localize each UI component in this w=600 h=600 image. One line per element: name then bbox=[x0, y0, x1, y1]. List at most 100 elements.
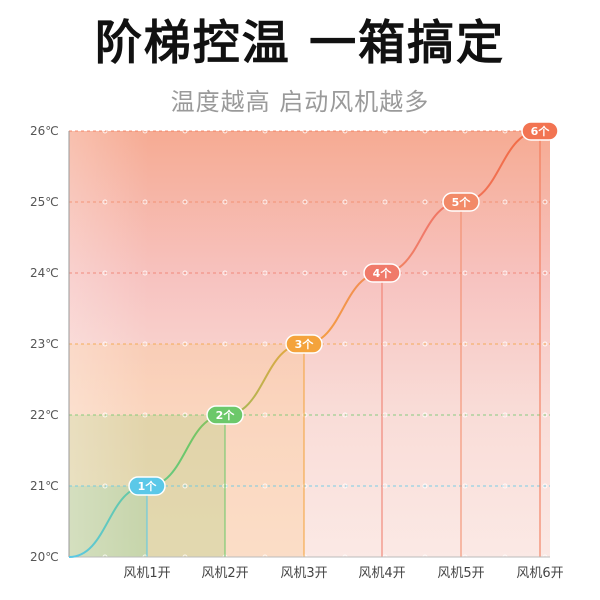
badge-pill bbox=[206, 405, 244, 425]
grid-marker bbox=[542, 270, 548, 276]
y-tick-label: 24℃ bbox=[30, 266, 59, 280]
badge-pill bbox=[442, 192, 480, 212]
page-subtitle: 温度越高 启动风机越多 bbox=[170, 88, 430, 116]
grid-marker bbox=[382, 483, 388, 489]
grid-marker bbox=[542, 341, 548, 347]
grid-marker bbox=[462, 341, 468, 347]
grid-marker bbox=[182, 483, 188, 489]
grid-marker bbox=[382, 412, 388, 418]
grid-marker bbox=[422, 199, 428, 205]
grid-marker bbox=[542, 412, 548, 418]
grid-marker bbox=[262, 412, 268, 418]
badge-label: 6个 bbox=[531, 124, 551, 138]
grid-marker bbox=[262, 341, 268, 347]
badge-pill bbox=[128, 476, 166, 496]
grid-marker bbox=[102, 199, 108, 205]
point-badge-1: 1个 bbox=[128, 476, 166, 496]
grid-marker bbox=[302, 199, 308, 205]
axes bbox=[68, 131, 550, 558]
grid-marker bbox=[462, 483, 468, 489]
grid-marker bbox=[422, 341, 428, 347]
grid-marker bbox=[102, 483, 108, 489]
point-badges: 1个 2个 3个 4个 5个 6个 bbox=[128, 121, 559, 496]
x-category-label: 风机3开 bbox=[280, 566, 327, 581]
point-badge-3: 3个 bbox=[285, 334, 323, 354]
grid-marker bbox=[222, 128, 228, 134]
grid-marker bbox=[342, 341, 348, 347]
grid-marker bbox=[502, 270, 508, 276]
grid-marker bbox=[422, 483, 428, 489]
y-tick-labels: 20℃ 21℃ 22℃ 23℃ 24℃ 25℃ 26℃ bbox=[30, 124, 59, 564]
grid-marker bbox=[102, 128, 108, 134]
grid-marker bbox=[182, 128, 188, 134]
grid-marker bbox=[502, 341, 508, 347]
grid-marker bbox=[422, 128, 428, 134]
grid-marker bbox=[462, 128, 468, 134]
badge-label: 1个 bbox=[138, 479, 158, 493]
grid-marker bbox=[382, 341, 388, 347]
point-badge-2: 2个 bbox=[206, 405, 244, 425]
grid-marker bbox=[542, 483, 548, 489]
grid-marker bbox=[262, 270, 268, 276]
grid-marker bbox=[502, 483, 508, 489]
y-tick-label: 25℃ bbox=[30, 195, 59, 209]
grid-marker bbox=[462, 412, 468, 418]
badge-pill bbox=[285, 334, 323, 354]
grid-marker bbox=[102, 412, 108, 418]
y-tick-label: 22℃ bbox=[30, 408, 59, 422]
x-category-label: 风机6开 bbox=[516, 566, 563, 581]
grid-marker bbox=[182, 199, 188, 205]
grid-marker bbox=[262, 483, 268, 489]
badge-pill bbox=[363, 263, 401, 283]
grid-marker bbox=[502, 412, 508, 418]
grid-marker bbox=[342, 412, 348, 418]
grid-marker bbox=[302, 412, 308, 418]
grid-marker bbox=[342, 483, 348, 489]
badge-label: 5个 bbox=[452, 195, 472, 209]
grid-marker bbox=[462, 270, 468, 276]
grid-marker bbox=[302, 483, 308, 489]
x-category-label: 风机5开 bbox=[437, 566, 484, 581]
grid-marker bbox=[302, 270, 308, 276]
x-category-label: 风机2开 bbox=[201, 566, 248, 581]
point-badge-4: 4个 bbox=[363, 263, 401, 283]
grid-marker bbox=[302, 128, 308, 134]
grid-marker bbox=[222, 199, 228, 205]
y-tick-label: 26℃ bbox=[30, 124, 59, 138]
grid-marker bbox=[222, 270, 228, 276]
grid-marker bbox=[142, 412, 148, 418]
grid-marker bbox=[142, 270, 148, 276]
grid-marker bbox=[382, 199, 388, 205]
x-category-labels: 风机1开 风机2开 风机3开 风机4开 风机5开 风机6开 bbox=[123, 566, 563, 581]
badge-label: 4个 bbox=[373, 266, 393, 280]
page-title: 阶梯控温 一箱搞定 bbox=[94, 16, 506, 71]
x-category-label: 风机4开 bbox=[358, 566, 405, 581]
grid-marker bbox=[142, 128, 148, 134]
x-category-label: 风机1开 bbox=[123, 566, 170, 581]
grid-marker bbox=[422, 412, 428, 418]
grid-marker bbox=[102, 270, 108, 276]
grid-marker bbox=[382, 128, 388, 134]
y-tick-label: 21℃ bbox=[30, 479, 59, 493]
grid-marker bbox=[422, 270, 428, 276]
point-badge-6: 6个 bbox=[521, 121, 559, 141]
vertical-drop-lines bbox=[146, 131, 541, 557]
grid-marker bbox=[502, 199, 508, 205]
y-tick-label: 20℃ bbox=[30, 550, 59, 564]
grid-marker bbox=[182, 412, 188, 418]
grid-marker bbox=[262, 199, 268, 205]
grid-marker bbox=[182, 270, 188, 276]
grid-marker bbox=[502, 128, 508, 134]
grid-marker bbox=[142, 199, 148, 205]
grid-marker bbox=[342, 199, 348, 205]
badge-pill bbox=[521, 121, 559, 141]
grid-marker bbox=[222, 341, 228, 347]
grid-marker bbox=[542, 199, 548, 205]
badge-label: 3个 bbox=[295, 337, 315, 351]
grid-marker bbox=[142, 341, 148, 347]
grid-marker bbox=[182, 341, 188, 347]
y-tick-label: 23℃ bbox=[30, 337, 59, 351]
badge-label: 2个 bbox=[216, 408, 236, 422]
point-badge-5: 5个 bbox=[442, 192, 480, 212]
